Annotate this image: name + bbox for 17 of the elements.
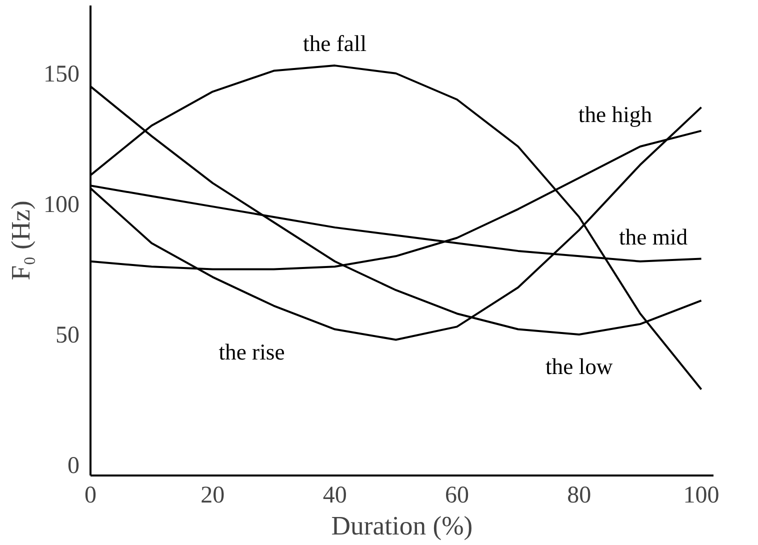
series-label: the rise: [218, 339, 285, 364]
x-axis-title: Duration (%): [331, 510, 473, 540]
x-tick-label: 40: [322, 482, 347, 508]
series-label: the low: [545, 354, 614, 379]
series-label: the high: [578, 102, 653, 127]
x-tick-label: 20: [200, 482, 225, 508]
x-tick-label: 80: [567, 482, 592, 508]
x-tick-label: 100: [683, 482, 720, 508]
series-label: the fall: [303, 31, 367, 56]
x-tick-label: 0: [84, 482, 96, 508]
y-tick-label: 100: [44, 192, 80, 218]
y-tick-label: 0: [68, 453, 80, 480]
y-tick-label: 150: [44, 61, 80, 88]
x-tick-label: 60: [444, 482, 469, 508]
y-tick-label: 50: [56, 322, 80, 348]
y-axis-title: F₀ (Hz): [6, 200, 36, 280]
series-label: the mid: [618, 224, 688, 250]
